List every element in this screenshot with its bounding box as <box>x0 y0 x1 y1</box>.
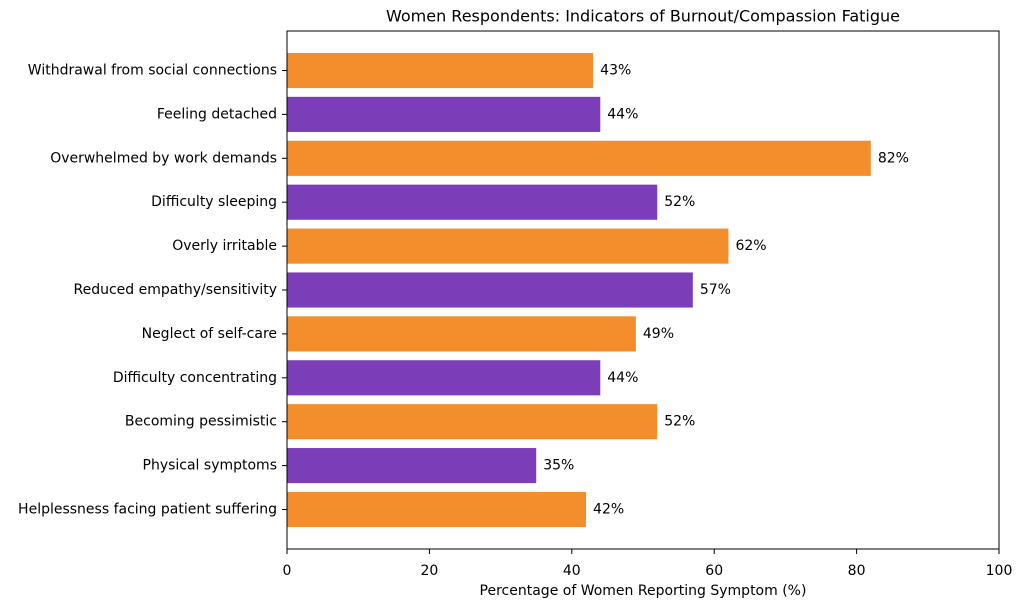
bar <box>287 52 594 89</box>
bar <box>287 96 601 132</box>
y-tick-label: Reduced empathy/sensitivity <box>74 282 278 298</box>
x-axis-title: Percentage of Women Reporting Symptom (%… <box>480 583 807 599</box>
x-tick-label: 100 <box>986 563 1013 579</box>
bar <box>287 448 537 484</box>
y-tick-label: Overwhelmed by work demands <box>50 150 277 166</box>
y-tick-label: Overly irritable <box>172 238 277 254</box>
y-tick-label: Difficulty concentrating <box>113 370 277 386</box>
value-label: 44% <box>607 106 638 122</box>
value-label: 52% <box>664 414 695 430</box>
x-tick-label: 0 <box>283 563 292 579</box>
bar <box>287 316 636 352</box>
bar <box>287 491 587 528</box>
x-tick-label: 60 <box>705 563 723 579</box>
value-label: 62% <box>735 238 766 254</box>
y-tick-label: Difficulty sleeping <box>151 194 277 210</box>
value-label: 52% <box>664 194 695 210</box>
x-tick-label: 80 <box>848 563 866 579</box>
value-label: 35% <box>543 458 574 474</box>
bar <box>287 404 658 440</box>
value-label: 43% <box>600 63 631 79</box>
value-label: 57% <box>700 282 731 298</box>
bar <box>287 184 658 220</box>
y-tick-label: Neglect of self-care <box>142 326 277 342</box>
plot-frame <box>286 30 1000 550</box>
value-label: 42% <box>593 501 624 517</box>
bar <box>287 228 729 264</box>
value-label: 49% <box>643 326 674 342</box>
chart-title: Women Respondents: Indicators of Burnout… <box>386 7 900 26</box>
y-tick-label: Becoming pessimistic <box>125 414 277 430</box>
y-tick-label: Withdrawal from social connections <box>28 63 277 79</box>
y-tick-label: Helplessness facing patient suffering <box>18 501 277 517</box>
x-tick-label: 40 <box>563 563 581 579</box>
y-tick-label: Physical symptoms <box>143 458 278 474</box>
y-tick-label: Feeling detached <box>157 106 277 122</box>
bar <box>287 272 693 308</box>
bar <box>287 360 601 396</box>
value-label: 82% <box>878 150 909 166</box>
x-tick-label: 20 <box>420 563 438 579</box>
bar <box>287 140 871 176</box>
value-label: 44% <box>607 370 638 386</box>
